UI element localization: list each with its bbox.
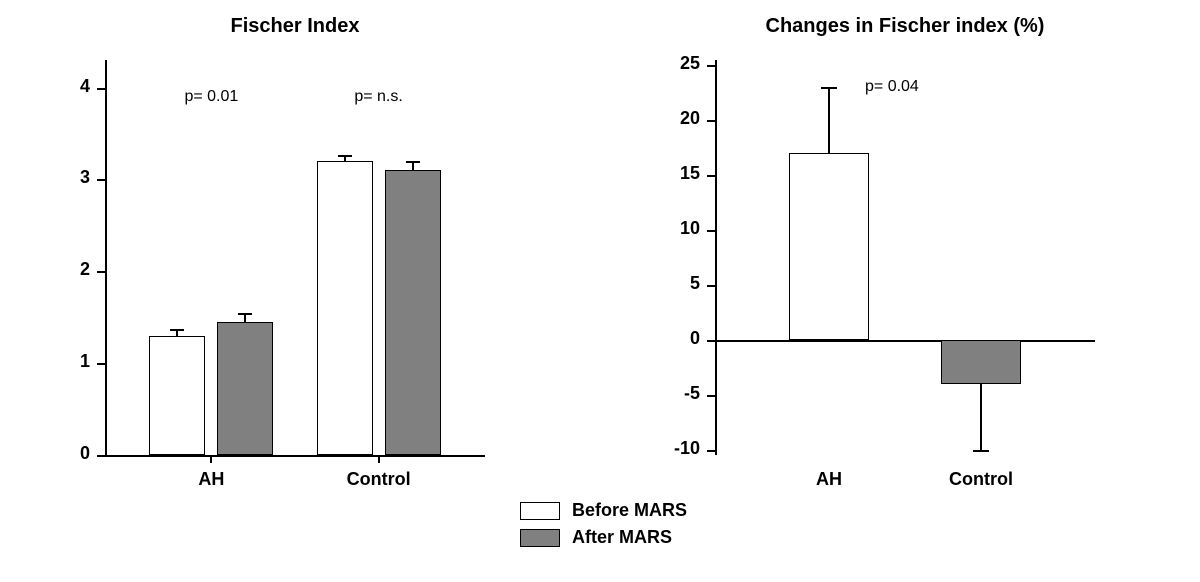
left-annotation: p= 0.01: [151, 88, 271, 106]
legend-row: Before MARS: [520, 500, 687, 521]
right-errcap: [821, 87, 837, 89]
left-ytick: [97, 179, 105, 181]
left-bar: [385, 170, 441, 455]
left-ytick: [97, 363, 105, 365]
right-ytick-label: 10: [660, 218, 700, 239]
right-bar: [941, 340, 1021, 384]
left-ytick: [97, 271, 105, 273]
right-ytick: [707, 175, 715, 177]
left-bar: [317, 161, 373, 455]
left-annotation: p= n.s.: [319, 88, 439, 106]
right-ytick: [707, 395, 715, 397]
legend-row: After MARS: [520, 527, 687, 548]
right-ytick-label: 15: [660, 163, 700, 184]
right-ytick: [707, 340, 715, 342]
legend: Before MARS After MARS: [520, 500, 687, 554]
left-x-axis: [105, 455, 485, 457]
left-cat-label: AH: [161, 469, 261, 490]
right-y-axis: [715, 60, 717, 455]
right-ytick-label: -10: [660, 438, 700, 459]
left-ytick-label: 1: [50, 351, 90, 372]
left-xtick: [210, 455, 212, 463]
right-bar: [789, 153, 869, 340]
left-errcap: [238, 313, 252, 315]
right-cat-label: Control: [921, 469, 1041, 490]
left-ytick-label: 4: [50, 76, 90, 97]
right-annotation: p= 0.04: [865, 78, 985, 96]
right-ytick: [707, 230, 715, 232]
right-chart-title: Changes in Fischer index (%): [685, 15, 1125, 38]
right-cat-label: AH: [769, 469, 889, 490]
right-ytick: [707, 450, 715, 452]
left-ytick-label: 0: [50, 443, 90, 464]
right-ytick: [707, 285, 715, 287]
left-bar: [149, 336, 205, 455]
legend-label: Before MARS: [572, 500, 687, 521]
left-errcap: [338, 155, 352, 157]
left-bar: [217, 322, 273, 455]
right-ytick: [707, 65, 715, 67]
right-ytick-label: 0: [660, 328, 700, 349]
legend-swatch: [520, 529, 560, 547]
right-ytick-label: 20: [660, 108, 700, 129]
left-cat-label: Control: [329, 469, 429, 490]
right-x-axis: [715, 340, 1095, 342]
left-ytick-label: 2: [50, 259, 90, 280]
left-errcap: [406, 161, 420, 163]
left-xtick: [378, 455, 380, 463]
left-y-axis: [105, 60, 107, 455]
left-errcap: [170, 329, 184, 331]
legend-swatch: [520, 502, 560, 520]
right-ytick-label: 25: [660, 53, 700, 74]
right-errcap: [973, 450, 989, 452]
left-ytick: [97, 455, 105, 457]
right-errbar: [828, 87, 830, 153]
right-ytick-label: 5: [660, 273, 700, 294]
right-ytick-label: -5: [660, 383, 700, 404]
left-chart-title: Fischer Index: [105, 15, 485, 38]
right-errbar: [980, 384, 982, 450]
right-ytick: [707, 120, 715, 122]
legend-label: After MARS: [572, 527, 672, 548]
left-ytick-label: 3: [50, 167, 90, 188]
left-ytick: [97, 88, 105, 90]
